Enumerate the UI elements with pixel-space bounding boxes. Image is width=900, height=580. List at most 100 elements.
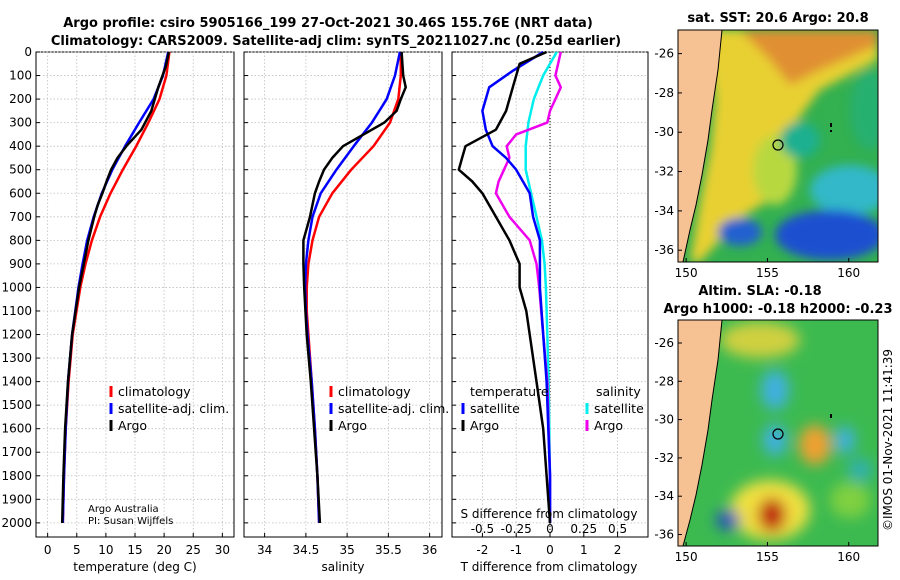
x-tick-label: 5 bbox=[73, 543, 81, 557]
land-australia bbox=[678, 320, 723, 546]
legend-title-salinity: salinity bbox=[596, 384, 641, 399]
depth-tick-label: 300 bbox=[9, 116, 32, 130]
sla-low-anomaly bbox=[761, 370, 789, 410]
x-tick-label: -0.5 bbox=[471, 522, 494, 536]
sst-map bbox=[678, 30, 878, 262]
legend-title-temperature: temperature bbox=[470, 384, 549, 399]
depth-tick-label: 1200 bbox=[1, 328, 32, 342]
depth-tick-label: 1500 bbox=[1, 398, 32, 412]
map-lat-label: -34 bbox=[654, 489, 674, 503]
legend-label: Argo bbox=[470, 418, 499, 433]
legend-label: Argo bbox=[118, 418, 147, 433]
x-tick-label: 25 bbox=[186, 543, 201, 557]
map-lat-label: -28 bbox=[654, 374, 674, 388]
map-lat-label: -36 bbox=[654, 528, 674, 542]
land-australia bbox=[678, 30, 723, 262]
legend-label: Argo bbox=[594, 418, 623, 433]
salinity-xlabel: salinity bbox=[321, 560, 364, 574]
sst-hot-region bbox=[740, 30, 878, 85]
depth-tick-label: 700 bbox=[9, 210, 32, 224]
map-lat-label: -32 bbox=[654, 451, 674, 465]
x-tick-label: 1 bbox=[580, 543, 588, 557]
x-tick-label: 36 bbox=[422, 543, 437, 557]
title-line-1: Argo profile: csiro 5905166_199 27-Oct-2… bbox=[63, 16, 593, 31]
map-lon-label: 160 bbox=[837, 550, 860, 564]
sst-cold-region bbox=[775, 210, 878, 260]
depth-tick-label: 1900 bbox=[1, 492, 32, 506]
map-lat-label: -30 bbox=[654, 413, 674, 427]
map-lat-label: -26 bbox=[654, 47, 674, 61]
map-lon-label: 160 bbox=[837, 266, 860, 280]
depth-tick-label: 200 bbox=[9, 92, 32, 106]
series-t-argo bbox=[457, 50, 552, 523]
map-lat-label: -30 bbox=[654, 125, 674, 139]
depth-tick-label: 2000 bbox=[1, 516, 32, 530]
sst-cool-region bbox=[810, 165, 878, 215]
x-tick-label: 30 bbox=[215, 543, 230, 557]
x-tick-label: 0 bbox=[44, 543, 52, 557]
sla-map-frame bbox=[677, 319, 879, 547]
credit-line-2: PI: Susan Wijffels bbox=[88, 516, 173, 527]
salinity-panel bbox=[243, 51, 443, 538]
sla-low-anomaly bbox=[763, 424, 787, 456]
temperature-xlabel: temperature (deg C) bbox=[73, 560, 196, 574]
depth-tick-label: 1800 bbox=[1, 469, 32, 483]
sla-low-anomaly bbox=[835, 426, 855, 454]
map-lat-label: -32 bbox=[654, 165, 674, 179]
depth-tick-label: 600 bbox=[9, 186, 32, 200]
legend-label: climatology bbox=[338, 384, 411, 399]
map-lat-label: -28 bbox=[654, 86, 674, 100]
x-tick-label: 10 bbox=[98, 543, 113, 557]
map-lat-label: -26 bbox=[654, 336, 674, 350]
x-tick-label: 0 bbox=[546, 522, 554, 536]
map-lat-label: -34 bbox=[654, 204, 674, 218]
legend-label: satellite bbox=[594, 401, 644, 416]
legend-label: satellite bbox=[470, 401, 520, 416]
depth-tick-label: 1700 bbox=[1, 445, 32, 459]
sla-anomaly bbox=[720, 322, 800, 358]
float-position-marker bbox=[772, 428, 784, 440]
x-tick-label: 20 bbox=[156, 543, 171, 557]
x-tick-label: 35.5 bbox=[375, 543, 402, 557]
depth-tick-label: 1000 bbox=[1, 280, 32, 294]
island-marker bbox=[830, 123, 832, 127]
depth-tick-label: 1100 bbox=[1, 304, 32, 318]
sla-map bbox=[678, 320, 878, 546]
difference-legend: temperature salinity satellite Argo sate… bbox=[461, 384, 644, 433]
series-argo bbox=[302, 51, 407, 523]
series-argo bbox=[60, 51, 171, 523]
x-tick-label: 0 bbox=[546, 543, 554, 557]
x-tick-label: -2 bbox=[476, 543, 488, 557]
legend-label: satellite-adj. clim. bbox=[338, 401, 449, 416]
map-lon-label: 155 bbox=[756, 550, 779, 564]
sla-map-title: Altim. SLA: -0.18 bbox=[698, 284, 821, 299]
legend-label: satellite-adj. clim. bbox=[118, 401, 229, 416]
depth-tick-label: 400 bbox=[9, 139, 32, 153]
sla-high-anomaly bbox=[799, 425, 831, 465]
sst-east-region bbox=[850, 70, 878, 150]
t-diff-xlabel: T difference from climatology bbox=[460, 560, 638, 574]
depth-tick-label: 500 bbox=[9, 163, 32, 177]
sst-map-title: sat. SST: 20.6 Argo: 20.8 bbox=[687, 11, 868, 26]
sla-map-subtitle: Argo h1000: -0.18 h2000: -0.23 bbox=[663, 302, 892, 317]
x-tick-label: 0.5 bbox=[608, 522, 627, 536]
s-diff-xlabel: S difference from climatology bbox=[461, 507, 638, 521]
x-tick-label: -1 bbox=[510, 543, 522, 557]
x-tick-label: 34.5 bbox=[293, 543, 320, 557]
x-tick-label: 34 bbox=[257, 543, 272, 557]
sla-max-anomaly bbox=[758, 498, 786, 532]
depth-tick-label: 0 bbox=[24, 45, 32, 59]
x-tick-label: 2 bbox=[614, 543, 622, 557]
sla-anomaly bbox=[830, 482, 870, 518]
legend-label: Argo bbox=[338, 418, 367, 433]
depth-tick-label: 1600 bbox=[1, 422, 32, 436]
credit-line-1: Argo Australia bbox=[88, 504, 159, 515]
salinity-legend: climatology satellite-adj. clim. Argo bbox=[329, 384, 449, 433]
x-tick-label: 35 bbox=[339, 543, 354, 557]
depth-tick-label: 100 bbox=[9, 69, 32, 83]
island-marker bbox=[830, 130, 832, 132]
sla-min-anomaly bbox=[716, 510, 740, 530]
x-tick-label: 15 bbox=[127, 543, 142, 557]
sst-map-frame bbox=[677, 29, 879, 263]
